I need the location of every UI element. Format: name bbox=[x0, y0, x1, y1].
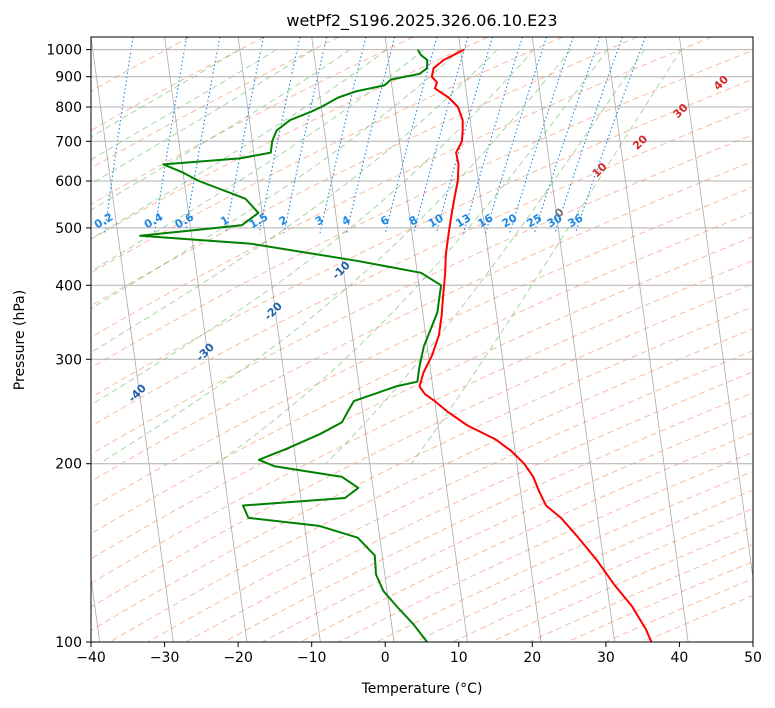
dry-adiabat-line bbox=[91, 134, 753, 455]
mixing-ratio-line bbox=[104, 37, 134, 234]
dry-adiabat-line bbox=[91, 49, 753, 369]
moist-adiabat-line bbox=[91, 49, 388, 240]
mixing-ratio-line bbox=[346, 37, 396, 234]
x-tick-label: 50 bbox=[744, 650, 762, 666]
axes: −40 −30 −20 −10 0 10 20 30 40 50 100 200 300 400 500 60… bbox=[46, 43, 762, 666]
y-tick-label: 500 bbox=[55, 221, 82, 237]
x-tick-label: 40 bbox=[670, 650, 688, 666]
x-tick-label: −10 bbox=[297, 650, 327, 666]
dry-adiabat-line bbox=[147, 350, 753, 642]
temperature-profile-line bbox=[418, 48, 653, 642]
y-tick-label: 400 bbox=[55, 278, 82, 294]
moist-adiabat-line bbox=[91, 49, 498, 354]
mixing-ratio-line bbox=[384, 37, 438, 234]
isotherm-line bbox=[164, 37, 248, 642]
dry-adiabat-line bbox=[91, 37, 712, 338]
moist-adiabat-line bbox=[91, 49, 241, 138]
dry-adiabat-line bbox=[91, 211, 753, 535]
isotherm-line bbox=[237, 37, 321, 642]
chart-title: wetPf2_S196.2025.326.06.10.E23 bbox=[286, 11, 557, 31]
x-tick-label: −40 bbox=[76, 650, 106, 666]
x-tick-label: −30 bbox=[150, 650, 180, 666]
isotherm-line bbox=[531, 37, 615, 642]
mixing-ratio-line bbox=[485, 37, 548, 234]
dry-adiabat-line bbox=[91, 37, 563, 274]
background-lines bbox=[91, 37, 753, 642]
mixing-ratio-line bbox=[258, 37, 301, 234]
mixing-ratio-line bbox=[463, 37, 524, 234]
mixing-ratio-line bbox=[184, 37, 221, 234]
mixing-ratio-line bbox=[533, 37, 601, 234]
x-tick-label: 0 bbox=[381, 650, 390, 666]
dry-adiabat-line bbox=[91, 260, 753, 584]
isotherm-line bbox=[605, 37, 689, 642]
mixing-ratio-line bbox=[153, 37, 188, 234]
y-tick-label: 800 bbox=[55, 100, 82, 116]
y-tick-label: 900 bbox=[55, 70, 82, 86]
y-tick-label: 100 bbox=[55, 635, 82, 651]
dry-adiabat-line bbox=[91, 160, 753, 483]
moist-adiabat-line bbox=[91, 49, 277, 161]
mixing-ratio-line bbox=[283, 37, 328, 234]
y-tick-label: 300 bbox=[55, 352, 82, 368]
dry-adiabat-line bbox=[185, 371, 753, 642]
isotherm-line bbox=[679, 37, 753, 582]
y-axis-label: Pressure (hPa) bbox=[12, 290, 28, 390]
dry-adiabat-line bbox=[91, 37, 340, 169]
y-tick-label: 700 bbox=[55, 134, 82, 150]
isotherm-line bbox=[91, 37, 174, 642]
profile-lines bbox=[139, 48, 653, 642]
mixing-ratio-line bbox=[319, 37, 367, 234]
dry-adiabat-line bbox=[91, 37, 265, 132]
x-tick-label: −20 bbox=[223, 650, 253, 666]
dry-adiabat-line bbox=[91, 37, 638, 307]
mixing-ratio-line bbox=[574, 37, 646, 234]
isotherm-line bbox=[311, 37, 395, 642]
dry-adiabat-line bbox=[91, 283, 753, 608]
dry-adiabat-line bbox=[91, 186, 753, 509]
plot-background bbox=[91, 37, 753, 642]
dewpoint-profile-line bbox=[139, 49, 443, 642]
isotherm-line bbox=[458, 37, 542, 642]
moist-adiabat-line bbox=[325, 49, 645, 465]
mixing-ratio-line bbox=[509, 37, 574, 234]
y-tick-label: 200 bbox=[55, 457, 82, 473]
mixing-ratio-line bbox=[413, 37, 469, 234]
plot-frame bbox=[90, 36, 754, 643]
dry-adiabat-line bbox=[91, 78, 753, 399]
y-tick-label: 1000 bbox=[46, 43, 82, 59]
mixing-ratio-line bbox=[554, 37, 624, 234]
x-tick-label: 20 bbox=[523, 650, 541, 666]
mixing-ratio-line bbox=[225, 37, 265, 234]
x-axis-label: Temperature (°C) bbox=[361, 681, 483, 697]
x-tick-label: 30 bbox=[597, 650, 615, 666]
y-tick-label: 600 bbox=[55, 174, 82, 190]
x-tick-label: 10 bbox=[450, 650, 468, 666]
mixing-ratio-line bbox=[435, 37, 494, 234]
